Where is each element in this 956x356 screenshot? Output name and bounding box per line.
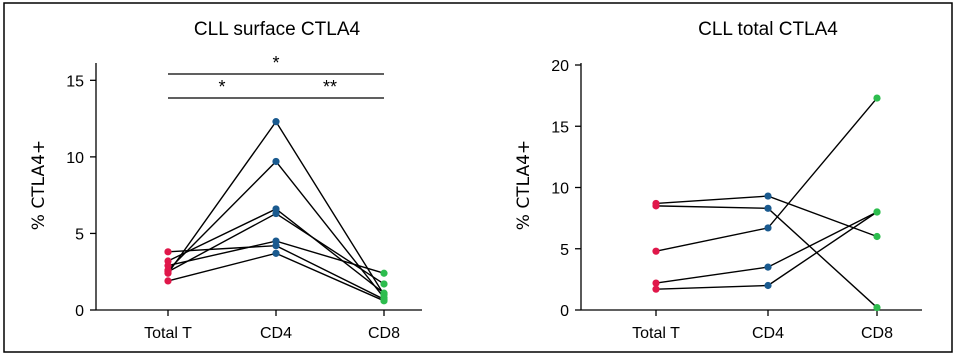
x-tick-label: CD8 <box>861 325 893 342</box>
data-point <box>652 285 660 293</box>
significance-label: * <box>218 77 225 97</box>
data-point <box>164 277 172 285</box>
y-tick-label: 15 <box>551 119 569 136</box>
data-point <box>873 232 881 241</box>
data-points <box>652 94 881 312</box>
data-point <box>272 118 280 126</box>
y-axis-label: % CTLA4+ <box>514 140 534 230</box>
y-tick-label: 20 <box>551 58 569 75</box>
data-point <box>380 297 388 305</box>
chart-panel-total: CLL total CTLA4 % CTLA4+ 0 5 10 15 20 Total T… <box>514 19 922 342</box>
y-tick-label: 0 <box>75 303 84 320</box>
y-axis-label: % CTLA4+ <box>29 140 49 230</box>
data-point <box>164 248 172 256</box>
data-point <box>873 94 881 102</box>
data-point <box>764 281 772 290</box>
data-point <box>652 279 660 287</box>
significance-annotations: ** ** <box>168 53 384 99</box>
data-point <box>272 209 280 218</box>
data-point <box>164 261 172 270</box>
chart-panel-surface: CLL surface CTLA4 % CTLA4+ 0 5 10 15 Total T… <box>29 19 422 342</box>
data-point <box>652 247 660 255</box>
data-point <box>764 224 772 232</box>
data-point <box>380 269 388 277</box>
chart-title: CLL surface CTLA4 <box>194 19 361 40</box>
significance-label: * <box>272 53 279 73</box>
x-tick-label: CD4 <box>260 325 292 342</box>
data-point <box>873 208 881 216</box>
data-point <box>272 157 280 166</box>
data-point <box>764 204 772 212</box>
data-point <box>164 268 172 276</box>
chart-title: CLL total CTLA4 <box>698 19 838 40</box>
data-point <box>873 303 881 312</box>
x-tick-label: Total T <box>144 325 192 342</box>
data-point <box>380 280 388 288</box>
y-tick-label: 15 <box>66 73 84 90</box>
x-tick-label: CD4 <box>752 325 784 342</box>
x-tick-label: Total T <box>632 325 680 342</box>
significance-label: ** <box>323 77 337 97</box>
data-point <box>272 237 280 245</box>
y-tick-label: 5 <box>75 226 84 243</box>
axes: 0 5 10 15 Total T CD4 CD8 <box>66 63 422 342</box>
y-tick-label: 10 <box>66 150 84 167</box>
y-tick-label: 10 <box>551 181 569 198</box>
axes: 0 5 10 15 20 Total T CD4 CD8 <box>551 58 922 342</box>
data-point <box>380 289 388 297</box>
data-point <box>764 192 772 200</box>
data-point <box>272 249 280 257</box>
data-points <box>164 118 388 305</box>
x-tick-label: CD8 <box>368 325 400 342</box>
data-point <box>764 263 772 271</box>
figure-border <box>3 2 953 353</box>
data-point <box>652 202 660 210</box>
y-tick-label: 5 <box>560 242 569 259</box>
y-tick-label: 0 <box>560 303 569 320</box>
